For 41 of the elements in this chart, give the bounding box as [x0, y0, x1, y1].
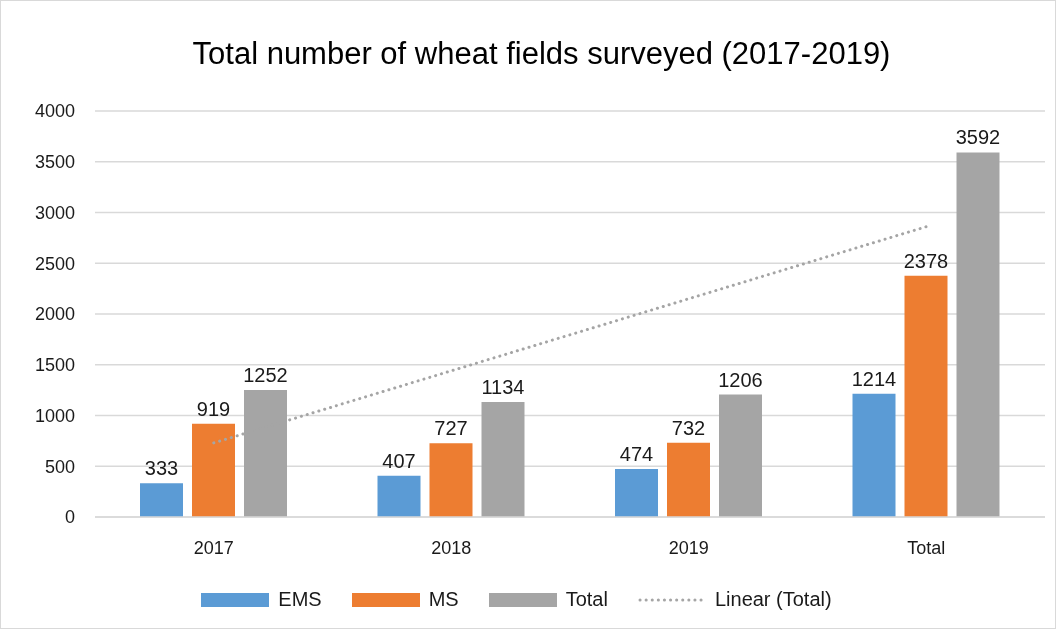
bar — [852, 393, 896, 517]
y-tick-label: 2000 — [34, 304, 75, 325]
x-tick-label: 2019 — [668, 537, 709, 558]
x-tick-label: 2018 — [431, 537, 472, 558]
data-label: 1214 — [851, 367, 897, 390]
data-label: 1206 — [718, 368, 763, 391]
data-label: 919 — [196, 397, 231, 420]
legend-label: Total — [565, 588, 608, 611]
bar — [377, 475, 421, 517]
y-tick-label: 3000 — [34, 202, 75, 223]
data-label: 732 — [671, 416, 706, 439]
bar — [429, 443, 473, 517]
legend-label: Linear (Total) — [714, 588, 832, 611]
y-tick-label: 4000 — [34, 101, 75, 122]
data-label: 474 — [619, 442, 654, 465]
bar — [667, 442, 710, 517]
x-tick-label: Total — [907, 537, 946, 558]
data-label: 1134 — [481, 375, 525, 398]
bar — [719, 394, 762, 517]
y-tick-label: 500 — [44, 456, 75, 477]
data-label: 2378 — [903, 249, 949, 272]
bar — [956, 152, 1000, 517]
data-label: 407 — [382, 449, 416, 472]
bar — [904, 275, 948, 517]
bar — [192, 423, 235, 517]
data-label: 1252 — [243, 363, 288, 386]
y-tick-label: 3500 — [34, 152, 75, 173]
chart-title: Total number of wheat fields surveyed (2017-2019) — [191, 36, 892, 72]
y-tick-label: 1500 — [34, 355, 75, 376]
y-tick-label: 0 — [64, 507, 75, 528]
legend-label: EMS — [278, 588, 322, 611]
bar — [140, 483, 183, 517]
data-label: 333 — [144, 457, 179, 480]
y-tick-label: 2500 — [34, 253, 75, 274]
bar — [615, 468, 658, 517]
legend-label: MS — [428, 588, 459, 611]
x-tick-label: 2017 — [193, 537, 234, 558]
y-tick-label: 1000 — [34, 405, 75, 426]
bar — [481, 401, 525, 517]
data-label: 3592 — [955, 126, 1001, 149]
data-label: 727 — [434, 417, 468, 440]
